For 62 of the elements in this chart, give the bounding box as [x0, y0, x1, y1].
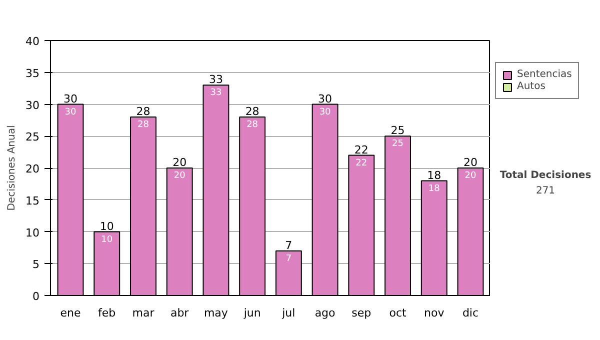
- bar: [239, 116, 266, 296]
- x-tick-label: dic: [462, 306, 479, 320]
- x-tick-label: mar: [132, 306, 155, 320]
- x-tick-label: nov: [424, 306, 445, 320]
- bar: [57, 104, 84, 296]
- bar: [275, 250, 302, 296]
- bar: [348, 154, 375, 296]
- total-label: 33: [208, 73, 223, 86]
- x-tick-label: feb: [98, 306, 116, 320]
- total-label: 20: [172, 156, 187, 169]
- total-label: 28: [245, 105, 260, 118]
- text: Total Decisiones: [500, 170, 592, 182]
- data-label: 28: [246, 120, 258, 130]
- bar: [384, 136, 411, 296]
- y-tick-label: 40: [26, 35, 40, 48]
- total-label: 10: [100, 220, 114, 233]
- total-label: 25: [390, 124, 405, 138]
- data-label: 20: [174, 171, 186, 181]
- y-axis-title: Decisiones Anual: [6, 125, 18, 211]
- y-tick-label: 20: [26, 162, 40, 176]
- x-tick-label: sep: [352, 306, 372, 320]
- bar: [312, 104, 338, 296]
- data-label: 30: [64, 107, 76, 118]
- bar: [420, 180, 448, 296]
- x-tick-label: jul: [281, 306, 296, 320]
- total-label: 20: [464, 156, 478, 169]
- data-label: 25: [392, 139, 404, 150]
- data-label: 33: [210, 88, 222, 98]
- total-label: 7: [285, 238, 292, 252]
- bar: [202, 84, 230, 296]
- bar: [166, 168, 193, 296]
- legend-label: Autos: [517, 81, 546, 92]
- y-tick-label: 15: [26, 194, 40, 208]
- data-label: 28: [138, 120, 150, 130]
- data-label: 22: [356, 158, 368, 168]
- y-tick-label: 25: [26, 130, 40, 144]
- text: 271: [536, 186, 556, 197]
- x-tick-label: ago: [314, 306, 336, 320]
- y-tick-label: 35: [26, 66, 40, 80]
- bar: [457, 168, 484, 296]
- total-label: 18: [427, 168, 442, 182]
- x-tick-label: ene: [60, 306, 81, 320]
- total-label: 30: [64, 92, 78, 106]
- data-label: 10: [101, 234, 113, 245]
- data-label: 18: [428, 184, 440, 194]
- bar: [130, 116, 156, 296]
- y-tick-label: 5: [32, 258, 40, 272]
- data-label: 7: [286, 254, 292, 264]
- x-tick-label: may: [204, 306, 228, 320]
- x-tick-label: oct: [389, 306, 408, 320]
- y-tick-label: 0: [32, 290, 40, 303]
- bar: [94, 231, 120, 296]
- data-label: 20: [464, 171, 476, 181]
- y-tick-label: 10: [26, 226, 40, 240]
- x-tick-label: jun: [242, 306, 261, 320]
- total-label: 30: [318, 92, 332, 106]
- total-label: 22: [354, 143, 368, 156]
- data-label: 30: [319, 107, 332, 118]
- x-tick-label: abr: [170, 306, 190, 320]
- legend-label: Sentencias: [517, 69, 572, 80]
- y-tick-label: 30: [26, 98, 40, 112]
- total-label: 28: [136, 105, 150, 118]
